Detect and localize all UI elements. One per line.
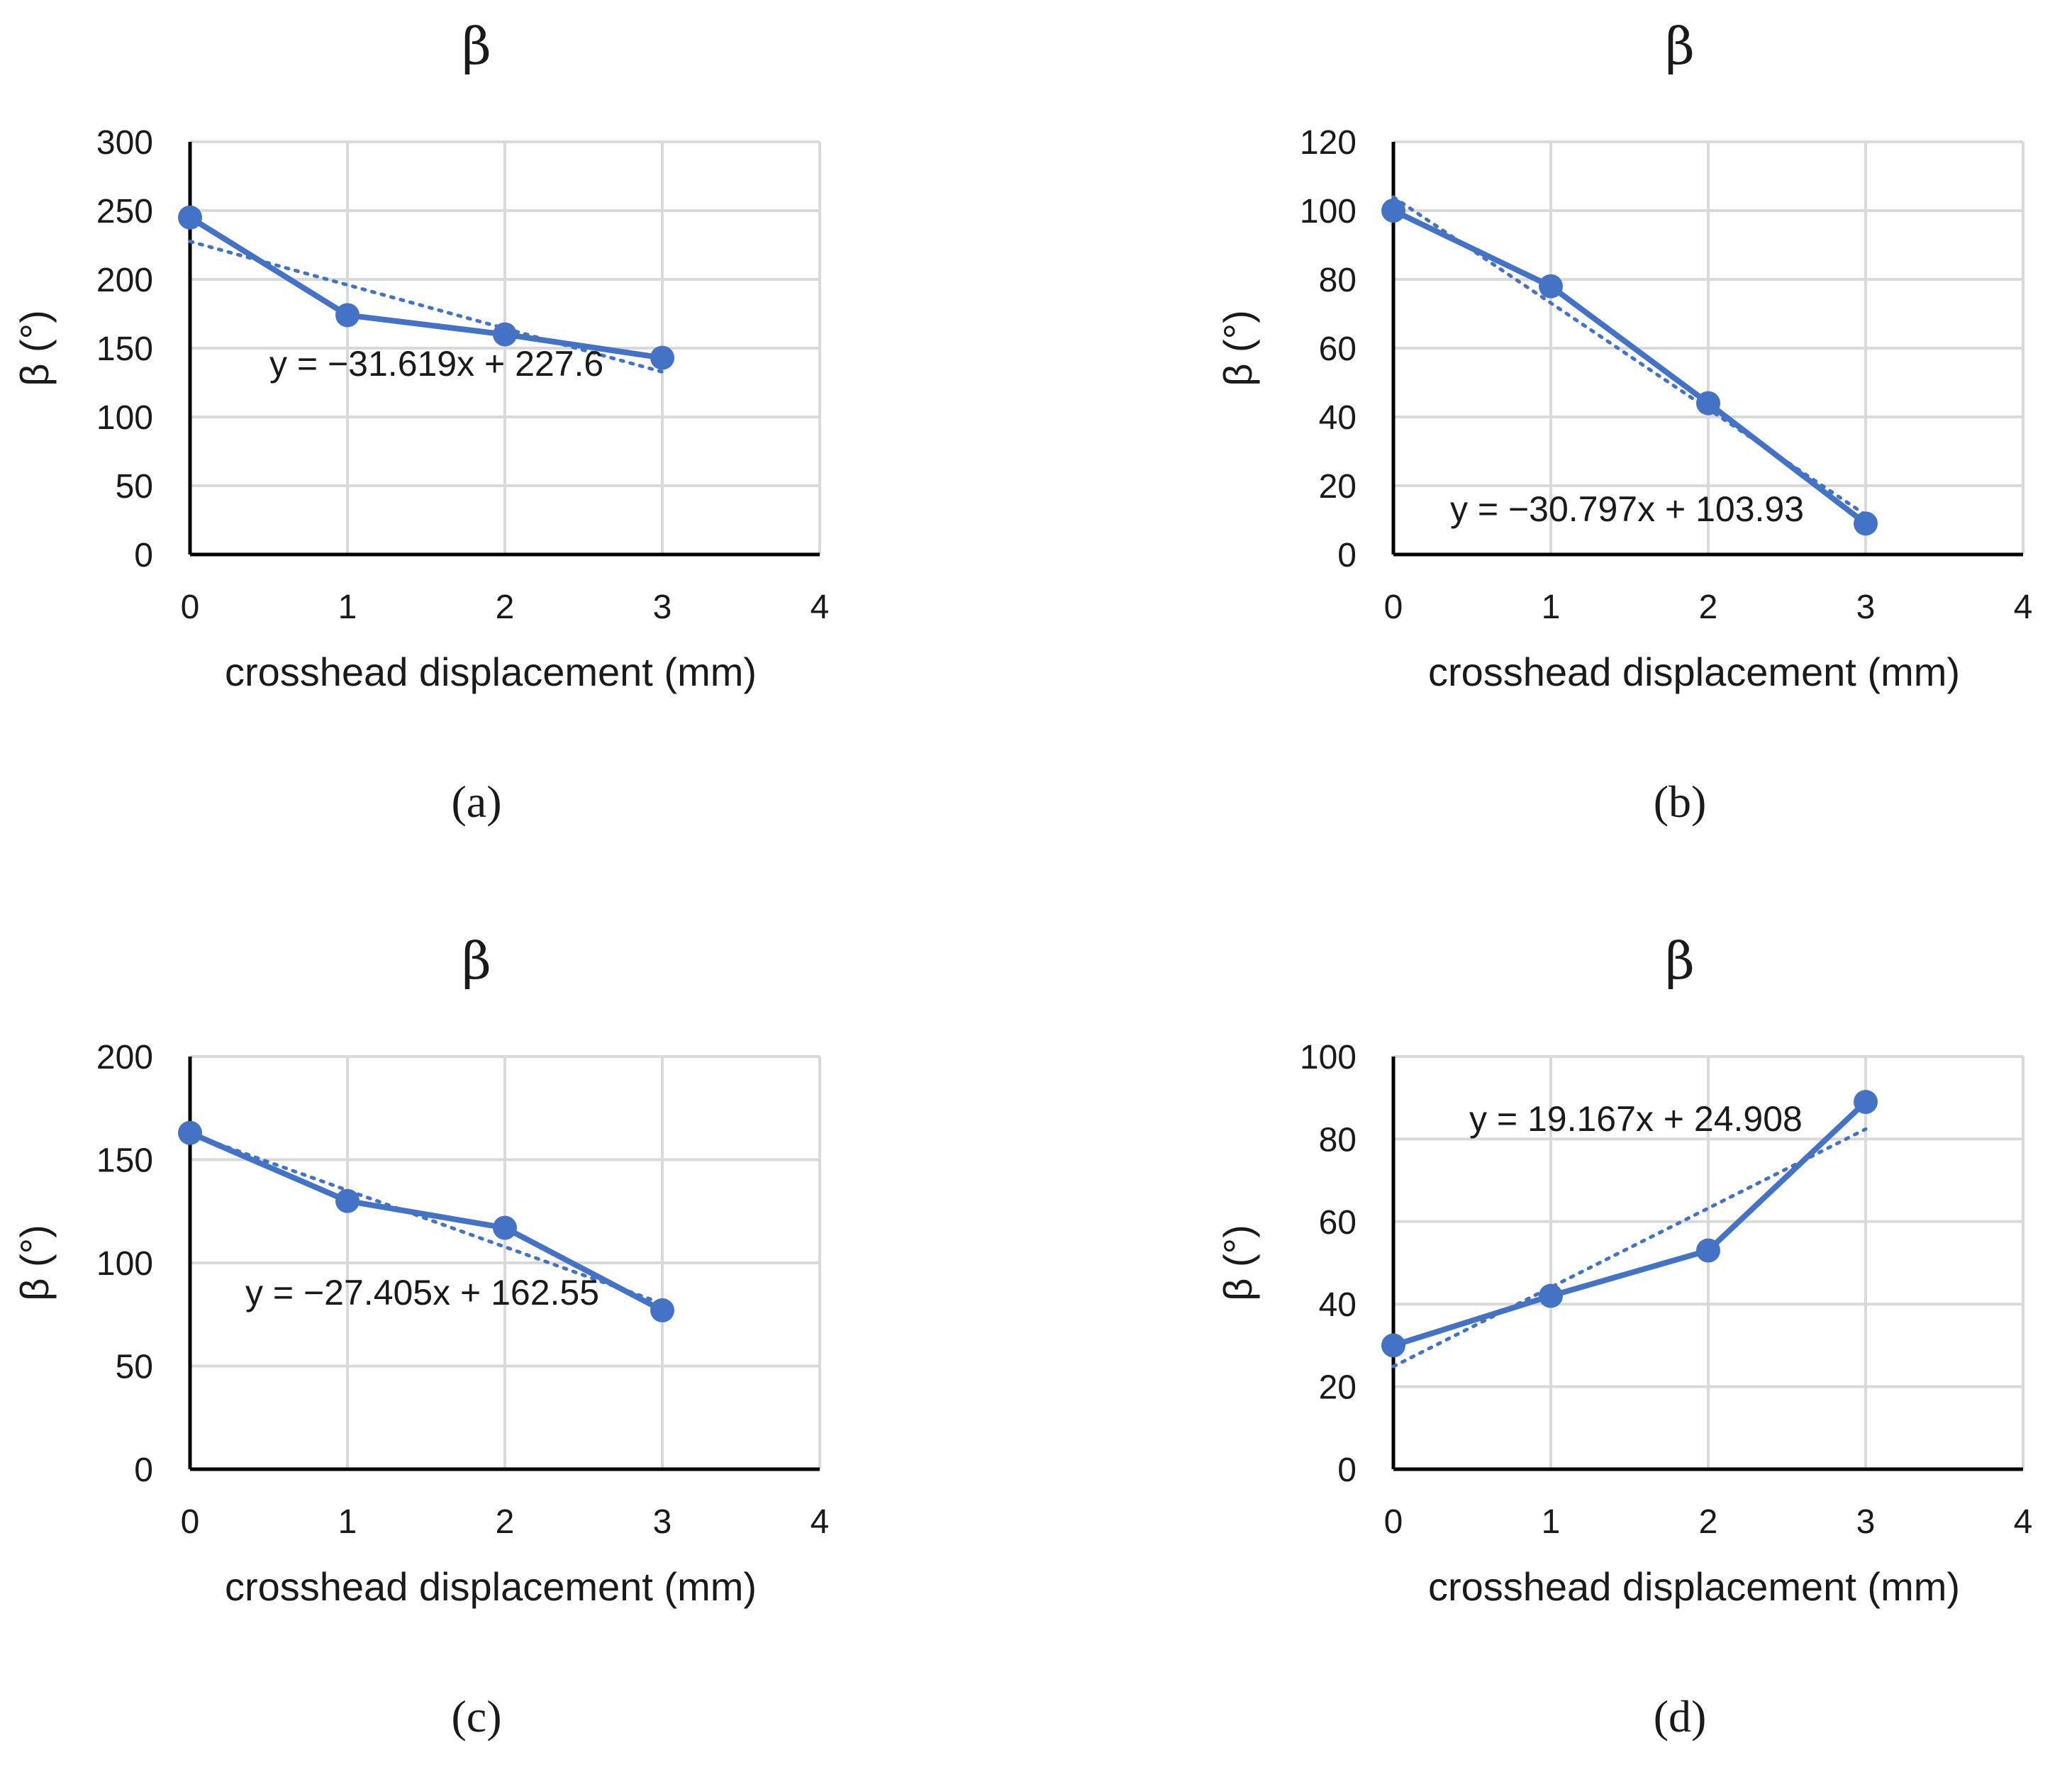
y-tick-label: 60 [1319, 1204, 1357, 1242]
x-tick-label: 3 [653, 589, 672, 626]
trendline-equation: y = 19.167x + 24.908 [1469, 1099, 1803, 1139]
y-tick-label: 80 [1319, 262, 1357, 299]
y-tick-label: 0 [1337, 537, 1357, 574]
data-point [178, 1120, 202, 1145]
x-tick-label: 1 [338, 1503, 357, 1541]
panel-caption: (c) [451, 1691, 501, 1741]
x-tick-label: 3 [653, 1503, 672, 1541]
x-tick-label: 4 [2014, 589, 2033, 626]
y-tick-label: 0 [134, 1451, 153, 1489]
y-tick-label: 20 [1319, 1369, 1357, 1407]
data-point [335, 1188, 360, 1213]
data-point [1539, 274, 1563, 299]
y-axis-label: β (°) [1215, 310, 1260, 386]
y-tick-label: 150 [96, 1142, 153, 1180]
y-tick-label: 20 [1319, 468, 1357, 506]
data-point [650, 1298, 674, 1322]
y-axis-label: β (°) [12, 1225, 57, 1300]
y-tick-label: 0 [1337, 1451, 1357, 1489]
y-tick-label: 150 [96, 330, 153, 368]
x-tick-label: 4 [811, 1503, 830, 1541]
y-tick-label: 50 [116, 468, 153, 506]
y-tick-label: 120 [1300, 124, 1357, 162]
data-point [650, 345, 674, 370]
y-tick-label: 100 [96, 1245, 153, 1283]
x-tick-label: 1 [1542, 589, 1561, 626]
y-tick-label: 100 [1300, 1039, 1357, 1076]
series-line [1392, 1100, 1868, 1349]
panel-caption: (a) [451, 776, 501, 827]
x-axis-label: crosshead displacement (mm) [1428, 1564, 1960, 1609]
x-tick-label: 1 [1542, 1503, 1561, 1541]
chart-title: β [462, 16, 491, 76]
x-tick-label: 4 [2014, 1503, 2033, 1541]
chart-title: β [1665, 931, 1695, 991]
data-point [1696, 1238, 1720, 1263]
data-point [1696, 391, 1720, 416]
y-tick-label: 200 [96, 262, 153, 299]
trendline [1391, 1127, 1868, 1369]
x-tick-label: 4 [811, 589, 830, 626]
x-tick-label: 2 [496, 1503, 515, 1541]
y-tick-label: 80 [1319, 1121, 1357, 1159]
data-point [1381, 199, 1405, 223]
x-tick-label: 0 [181, 589, 200, 626]
x-axis-label: crosshead displacement (mm) [1428, 650, 1960, 694]
series-line [1392, 208, 1868, 526]
data-point [335, 303, 360, 328]
trendline-equation: y = −30.797x + 103.93 [1450, 489, 1804, 529]
chart-d: 0 20 40 60 80 100 0 1 2 3 4 β crosshead displacement… [1215, 931, 2032, 1741]
chart-a: 0 50 100 150 200 250 300 0 1 2 3 4 β crosshead displa… [12, 16, 829, 827]
trendline [188, 1132, 664, 1305]
chart-title: β [462, 931, 491, 991]
chart-c: 0 50 100 150 200 0 1 2 3 4 β crosshead displacement… [12, 931, 829, 1741]
x-tick-label: 2 [496, 589, 515, 626]
panel-caption: (b) [1654, 776, 1707, 827]
panel-caption: (d) [1654, 1691, 1707, 1741]
chart-title: β [1665, 16, 1695, 76]
data-point [1539, 1283, 1563, 1308]
y-tick-label: 40 [1319, 1286, 1357, 1324]
y-tick-label: 0 [134, 537, 153, 574]
data-point [493, 322, 517, 347]
y-tick-label: 100 [1300, 193, 1357, 230]
data-point [1854, 1090, 1878, 1115]
x-tick-label: 0 [181, 1503, 200, 1541]
data-point [1854, 511, 1878, 536]
x-tick-label: 0 [1384, 589, 1403, 626]
x-tick-label: 3 [1856, 589, 1876, 626]
x-axis-label: crosshead displacement (mm) [225, 1564, 757, 1609]
y-axis-label: β (°) [12, 310, 57, 386]
y-tick-label: 50 [116, 1349, 153, 1386]
data-point [178, 205, 202, 230]
x-tick-label: 2 [1699, 589, 1718, 626]
y-tick-label: 60 [1319, 330, 1357, 368]
x-tick-label: 2 [1699, 1503, 1718, 1541]
y-axis-label: β (°) [1215, 1225, 1260, 1300]
series-line [189, 1130, 664, 1313]
x-tick-label: 1 [338, 589, 357, 626]
y-tick-label: 100 [96, 399, 153, 437]
y-tick-label: 40 [1319, 399, 1357, 437]
x-axis-label: crosshead displacement (mm) [225, 650, 757, 694]
trendline-equation: y = −27.405x + 162.55 [245, 1273, 599, 1313]
chart-b: 0 20 40 60 80 100 120 0 1 2 3 4 β crosshead displacem… [1215, 16, 2032, 827]
series-line [188, 215, 663, 361]
y-tick-label: 200 [96, 1039, 153, 1076]
y-tick-label: 250 [96, 193, 153, 230]
data-point [1381, 1333, 1405, 1358]
x-tick-label: 0 [1384, 1503, 1403, 1541]
data-point [493, 1215, 517, 1240]
trendline-equation: y = −31.619x + 227.6 [269, 344, 603, 384]
x-tick-label: 3 [1856, 1503, 1876, 1541]
y-tick-label: 300 [96, 124, 153, 162]
